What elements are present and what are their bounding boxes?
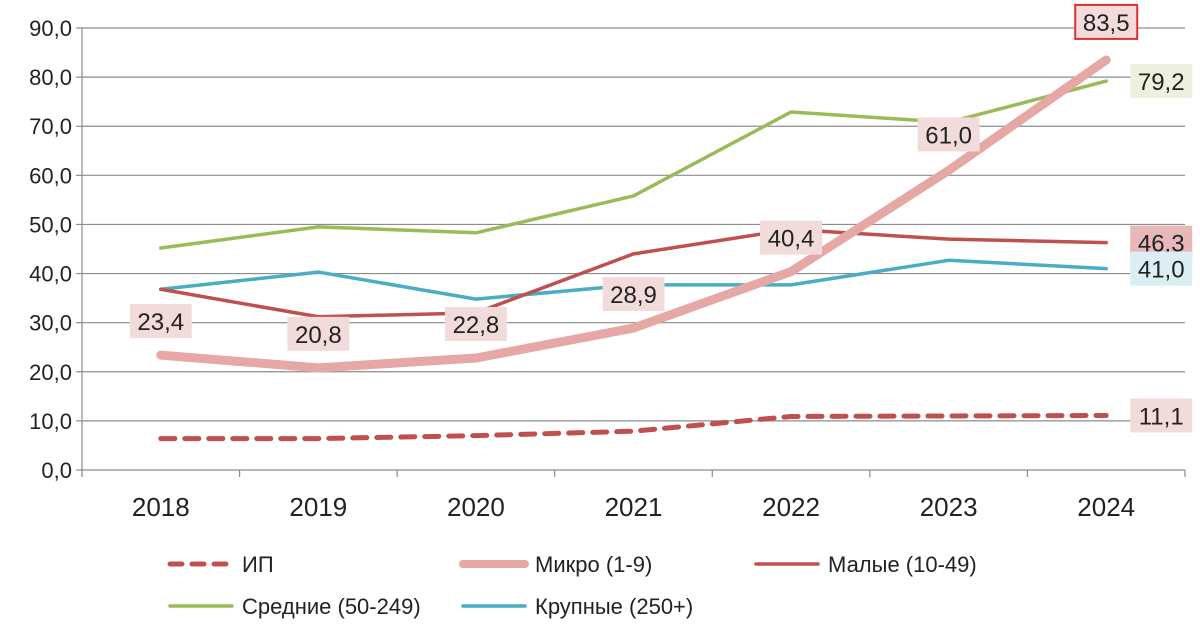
legend-item: Средние (50-249) <box>168 594 421 619</box>
legend-label: Микро (1-9) <box>535 552 652 577</box>
data-label: 40,4 <box>768 226 815 253</box>
legend-label: ИП <box>242 552 274 577</box>
legend-item: Малые (10-49) <box>754 552 977 577</box>
legend: ИП Микро (1-9) Малые (10-49) Средние (50-24… <box>167 552 977 619</box>
data-label-box <box>917 117 980 152</box>
data-label: 41,0 <box>1138 257 1185 284</box>
series-lines <box>156 55 1111 442</box>
legend-item: Крупные (250+) <box>461 594 693 619</box>
legend-item: Микро (1-9) <box>459 552 652 577</box>
data-label: 11,1 <box>1139 403 1184 430</box>
legend-label: Крупные (250+) <box>535 594 693 619</box>
x-tick-label: 2021 <box>605 492 663 522</box>
data-label: 20,8 <box>295 322 342 349</box>
data-label-box <box>1074 3 1139 40</box>
data-label-box <box>287 316 350 351</box>
data-label: 23,4 <box>137 309 184 336</box>
y-tick-label: 60,0 <box>29 163 72 188</box>
data-label: 61,0 <box>925 122 972 149</box>
data-label: 83,5 <box>1083 10 1130 37</box>
data-label: 28,9 <box>610 282 657 309</box>
data-label-box <box>1130 398 1193 433</box>
x-tick-label: 2023 <box>920 492 978 522</box>
legend-label: Малые (10-49) <box>828 552 977 577</box>
x-tick-label: 2019 <box>289 492 347 522</box>
y-tick-label: 50,0 <box>29 212 72 237</box>
legend-label: Средние (50-249) <box>242 594 421 619</box>
series-line <box>159 227 1108 319</box>
x-tick-label: 2022 <box>762 492 820 522</box>
series-line <box>158 412 1109 442</box>
y-tick-label: 20,0 <box>29 360 72 385</box>
series-line <box>156 55 1111 373</box>
y-tick-label: 90,0 <box>29 16 72 41</box>
y-tick-label: 10,0 <box>29 409 72 434</box>
data-label-box <box>1130 251 1193 286</box>
y-tick-label: 80,0 <box>29 65 72 90</box>
y-tick-label: 0,0 <box>41 458 72 483</box>
data-label: 22,8 <box>453 312 500 339</box>
axes: 0,0 10,0 20,0 30,0 40,0 50,0 60,0 70,0 80,0 90,0 2… <box>29 16 1186 522</box>
x-tick-label: 2024 <box>1077 492 1135 522</box>
y-tick-label: 70,0 <box>29 114 72 139</box>
data-label-box <box>444 307 507 342</box>
data-label-box <box>760 220 823 255</box>
data-label-box <box>602 277 665 312</box>
data-label: 79,2 <box>1138 69 1185 96</box>
x-tick-label: 2018 <box>132 492 190 522</box>
data-label-box <box>129 304 192 339</box>
data-labels: 11,123,4 20,8 22,828,940,461,083,546.379,2… <box>129 3 1193 433</box>
data-label-box <box>1130 64 1193 99</box>
y-tick-label: 40,0 <box>29 262 72 287</box>
y-tick-label: 30,0 <box>29 311 72 336</box>
gridlines <box>82 27 1185 422</box>
x-tick-label: 2020 <box>447 492 505 522</box>
legend-item: ИП <box>167 552 274 577</box>
